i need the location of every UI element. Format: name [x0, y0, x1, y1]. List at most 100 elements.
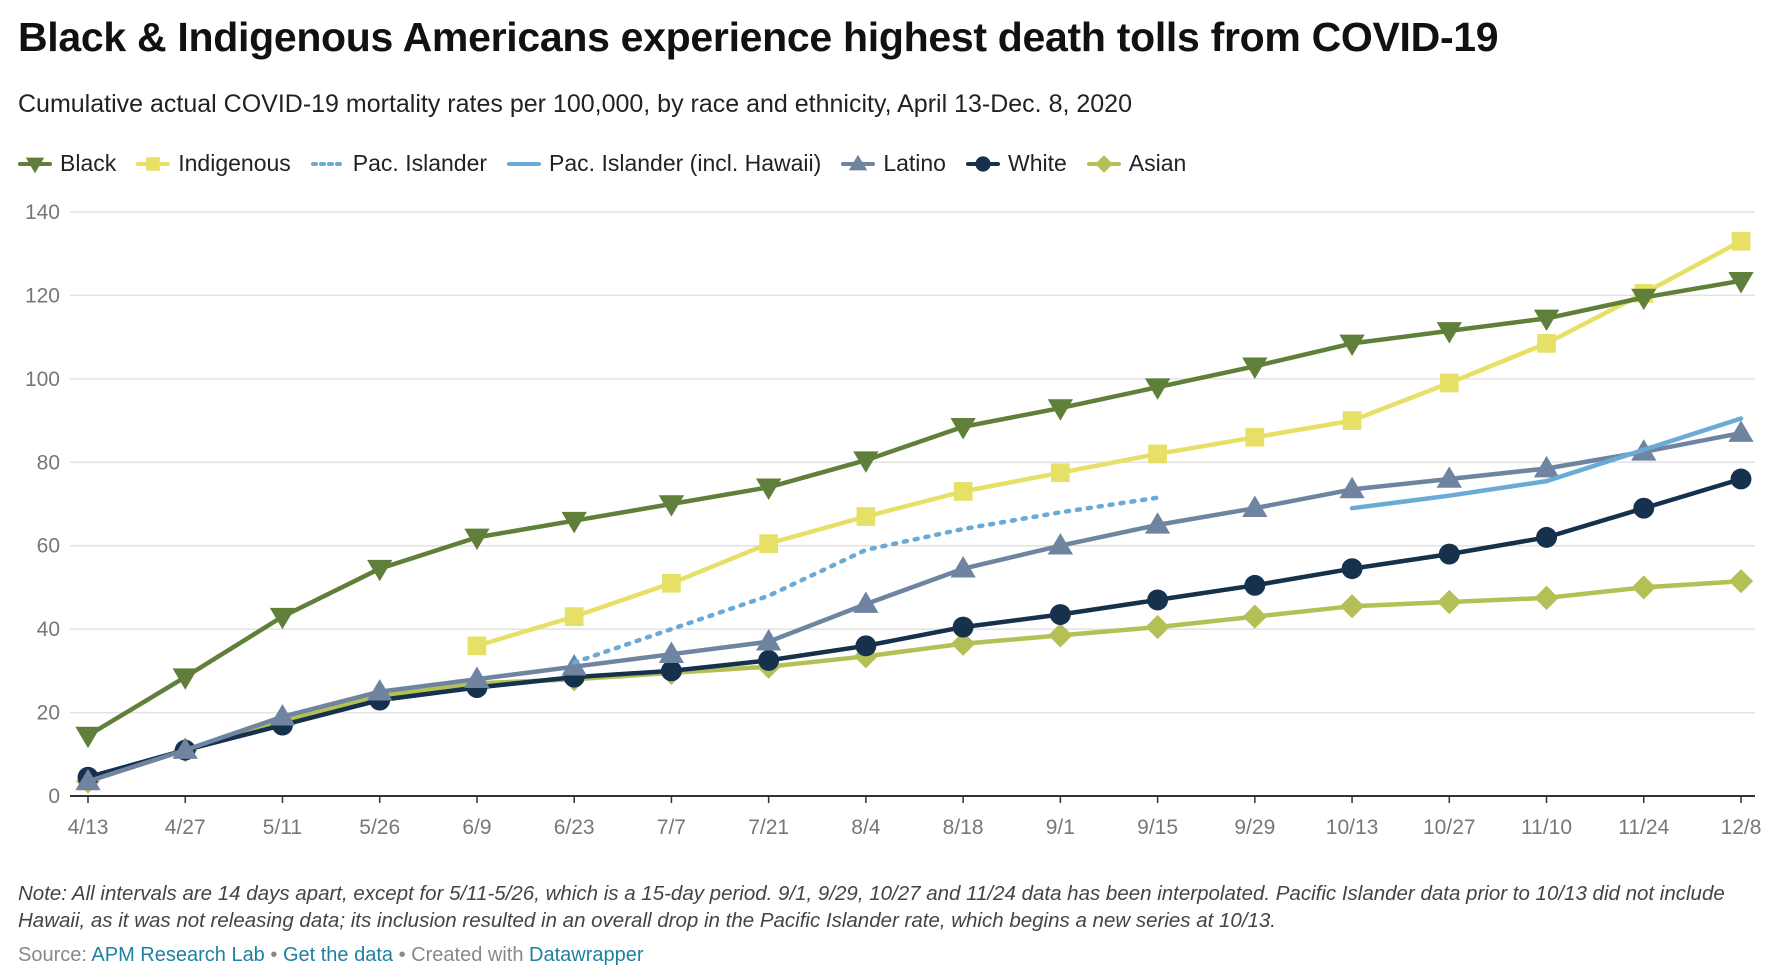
y-tick-label: 60	[37, 535, 60, 558]
legend-item-pac-islander-incl-hawaii: Pac. Islander (incl. Hawaii)	[507, 150, 821, 177]
legend-label: Indigenous	[178, 150, 291, 176]
created-label: Created with	[411, 944, 524, 966]
data-point-latino	[172, 737, 198, 759]
legend-swatch	[841, 154, 876, 170]
data-point-latino	[367, 679, 393, 701]
x-tick-label: 9/15	[1137, 816, 1178, 839]
x-tick-label: 9/29	[1234, 816, 1275, 839]
x-tick-label: 5/11	[263, 816, 302, 839]
data-point-white	[1730, 468, 1752, 490]
series-indigenous	[467, 231, 1751, 656]
data-point-black	[1047, 399, 1074, 421]
x-tick-label: 9/1	[1046, 816, 1075, 839]
x-tick-label: 4/13	[68, 816, 109, 839]
data-point-black	[1631, 288, 1657, 311]
data-point-indigenous	[856, 507, 876, 526]
y-tick-label: 20	[37, 702, 60, 725]
x-tick-label: 10/27	[1423, 816, 1476, 839]
data-point-indigenous	[1051, 463, 1070, 483]
legend-marker-icon	[25, 157, 45, 173]
series-line-pac-islander-incl-hawaii	[1349, 416, 1744, 511]
legend-label: Black	[60, 150, 117, 176]
x-tick-label: 8/18	[943, 816, 984, 839]
legend-swatch	[507, 161, 542, 166]
data-point-latino	[464, 666, 490, 688]
data-point-black	[561, 511, 587, 534]
series-line-asian	[85, 578, 1744, 784]
x-tick-label: 11/24	[1618, 816, 1669, 839]
data-point-black	[172, 668, 198, 690]
data-point-asian	[1339, 594, 1365, 619]
chart-note: Note: All intervals are 14 days apart, e…	[18, 882, 1725, 932]
data-point-indigenous	[759, 534, 778, 553]
footer-separator: •	[398, 944, 406, 966]
footer: Source: APM Research Lab • Get the data …	[18, 944, 644, 967]
x-tick-label: 8/4	[851, 816, 881, 839]
data-point-black	[1728, 272, 1754, 294]
data-point-white	[1147, 589, 1169, 611]
legend-marker-icon	[1094, 154, 1113, 173]
data-point-asian	[1631, 575, 1656, 600]
legend-item-white: White	[965, 150, 1067, 177]
legend-label: White	[1007, 150, 1067, 176]
data-point-white	[758, 649, 780, 671]
legend-item-asian: Asian	[1086, 150, 1186, 177]
data-point-black	[75, 726, 101, 749]
data-point-latino	[561, 654, 587, 676]
data-point-asian	[1437, 589, 1462, 615]
data-point-black	[658, 495, 685, 517]
data-point-latino	[950, 556, 976, 578]
x-tick-label: 6/9	[462, 816, 491, 839]
legend-marker-icon	[146, 156, 161, 171]
y-tick-label: 100	[25, 368, 60, 391]
series-line-latino	[85, 430, 1744, 784]
series-white	[77, 468, 1752, 788]
data-point-black	[1339, 334, 1365, 357]
legend-swatch	[310, 161, 345, 166]
source-label: Source:	[18, 944, 87, 966]
data-point-indigenous	[1731, 231, 1751, 251]
data-point-black	[950, 418, 976, 440]
data-point-asian	[1048, 623, 1073, 648]
data-point-indigenous	[1148, 444, 1167, 464]
data-point-asian	[1728, 569, 1754, 594]
data-point-asian	[951, 631, 976, 656]
data-point-white	[1244, 574, 1266, 596]
data-point-black	[269, 607, 296, 630]
data-point-white	[1438, 543, 1460, 565]
data-point-indigenous	[662, 573, 681, 593]
data-point-asian	[1145, 614, 1170, 640]
data-point-black	[755, 478, 782, 500]
legend-item-pac-islander: Pac. Islander	[310, 150, 487, 177]
legend-item-indigenous: Indigenous	[136, 150, 291, 177]
y-tick-label: 80	[37, 451, 60, 474]
series-line-black	[85, 278, 1744, 738]
x-tick-label: 4/27	[165, 816, 206, 839]
legend-marker-icon	[849, 154, 868, 170]
y-tick-label: 120	[25, 284, 60, 307]
data-point-asian	[1242, 604, 1267, 629]
data-point-black	[367, 559, 393, 582]
data-point-latino	[1728, 420, 1754, 442]
legend-label: Latino	[883, 150, 946, 176]
data-point-white	[1341, 558, 1363, 580]
series-latino	[75, 420, 1754, 791]
data-point-black	[853, 451, 879, 473]
legend-swatch	[136, 156, 171, 171]
get-data-link[interactable]: Get the data	[282, 944, 394, 966]
data-point-latino	[1144, 512, 1171, 534]
legend: Black Indigenous Pac. Islander Pac. Islande…	[18, 150, 1206, 177]
legend-item-black: Black	[18, 150, 116, 177]
datawrapper-link[interactable]: Datawrapper	[529, 944, 644, 966]
x-tick-label: 11/10	[1521, 816, 1572, 839]
series-pac-islander-incl-hawaii	[1349, 416, 1744, 511]
data-point-black	[1242, 357, 1268, 379]
source-link[interactable]: APM Research Lab	[91, 944, 265, 966]
x-tick-label: 10/13	[1326, 816, 1379, 839]
x-tick-label: 6/23	[554, 816, 595, 839]
data-point-latino	[269, 704, 296, 726]
series-asian	[75, 569, 1754, 794]
x-tick-label: 5/26	[359, 816, 400, 839]
x-tick-label: 12/8	[1721, 816, 1762, 839]
data-point-black	[464, 528, 490, 551]
